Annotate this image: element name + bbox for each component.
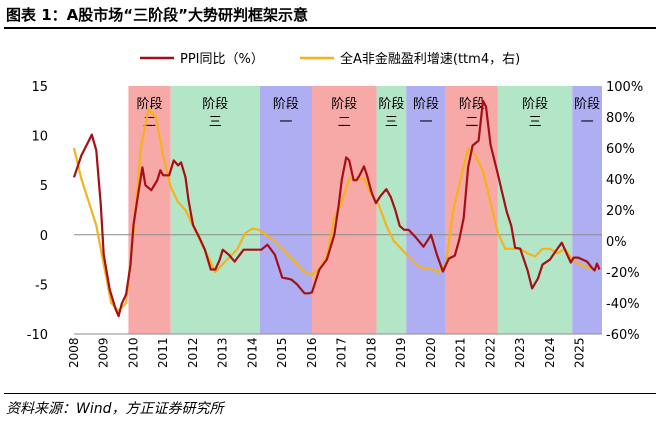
title-rule [4, 27, 656, 29]
x-tick-label: 2013 [216, 337, 230, 368]
x-tick-label: 2017 [335, 337, 349, 368]
ppi-line [72, 99, 601, 318]
right-tick-label: 100% [606, 80, 643, 95]
x-tick-label: 2016 [305, 337, 319, 368]
right-tick-label: 80% [606, 111, 635, 126]
x-tick-label: 2019 [394, 337, 408, 368]
x-tick-label: 2010 [126, 337, 140, 368]
stage-label-top: 阶段 [459, 97, 485, 112]
stage-band [311, 86, 377, 334]
legend-ppi-label: PPI同比（%） [180, 52, 264, 67]
stage-label-top: 阶段 [331, 97, 357, 112]
x-tick-label: 2023 [513, 337, 527, 368]
right-tick-label: -40% [606, 297, 640, 312]
stage-label-top: 阶段 [273, 97, 299, 112]
x-tick-label: 2025 [573, 337, 587, 368]
x-tick-label: 2009 [97, 337, 111, 368]
source-rule [4, 393, 656, 394]
stage-label-top: 阶段 [137, 97, 163, 112]
right-tick-label: 20% [606, 204, 635, 219]
left-tick-label: 15 [31, 80, 48, 95]
chart-axes [74, 234, 602, 335]
stage-label-bottom: 三 [209, 115, 222, 130]
source-note: 资料来源：Wind，方正证券研究所 [6, 401, 224, 417]
right-tick-label: -60% [606, 328, 640, 343]
stage-label-top: 阶段 [378, 97, 404, 112]
legend-profit-label: 全A非金融盈利增速(ttm4，右) [340, 51, 520, 67]
stage-band [497, 86, 573, 334]
x-tick-label: 2021 [454, 337, 468, 368]
x-tick-label: 2024 [543, 337, 557, 368]
stage-label-bottom: 一 [279, 115, 292, 130]
stage-label-top: 阶段 [413, 97, 439, 112]
left-axis-ticks: 15 10 5 0 -5 -10 [27, 80, 48, 343]
stage-label-bottom: 一 [420, 115, 433, 130]
x-tick-label: 2018 [364, 337, 378, 368]
x-tick-label: 2022 [483, 337, 497, 368]
x-tick-label: 2014 [245, 337, 259, 368]
x-tick-label: 2015 [275, 337, 289, 368]
stage-label-bottom: 一 [581, 115, 594, 130]
x-axis-ticks: 2008 2009 2010 2011 2012 2013 2014 2015 2016 2017… [67, 337, 587, 368]
left-tick-label: 5 [40, 179, 48, 194]
stage-label-bottom: 二 [465, 115, 478, 130]
left-tick-label: 0 [40, 229, 48, 244]
right-axis-ticks: 100% 80% 60% 40% 20% 0% -20% -40% -60% [606, 80, 643, 343]
stage-label-bottom: 二 [338, 115, 351, 130]
x-tick-label: 2011 [156, 337, 170, 368]
x-tick-label: 2012 [186, 337, 200, 368]
stage-label-bottom: 三 [385, 115, 398, 130]
right-tick-label: 0% [606, 235, 627, 250]
right-tick-label: -20% [606, 266, 640, 281]
x-tick-label: 2008 [67, 337, 81, 368]
right-tick-label: 40% [606, 173, 635, 188]
stage-label-top: 阶段 [202, 97, 228, 112]
left-tick-label: 10 [31, 130, 48, 145]
chart-legend: PPI同比（%） 全A非金融盈利增速(ttm4，右) [140, 51, 520, 67]
stage-label-top: 阶段 [522, 97, 548, 112]
stage-band [572, 86, 602, 334]
series-lines [72, 99, 601, 318]
right-tick-label: 60% [606, 142, 635, 157]
left-tick-label: -10 [27, 328, 48, 343]
stage-label-bottom: 三 [529, 115, 542, 130]
figure-title: 图表 1：A股市场“三阶段”大势研判框架示意 [6, 6, 308, 24]
stage-label-top: 阶段 [574, 97, 600, 112]
x-tick-label: 2020 [424, 337, 438, 368]
left-tick-label: -5 [35, 278, 48, 293]
profit-growth-line [72, 108, 595, 312]
stage-band [406, 86, 446, 334]
